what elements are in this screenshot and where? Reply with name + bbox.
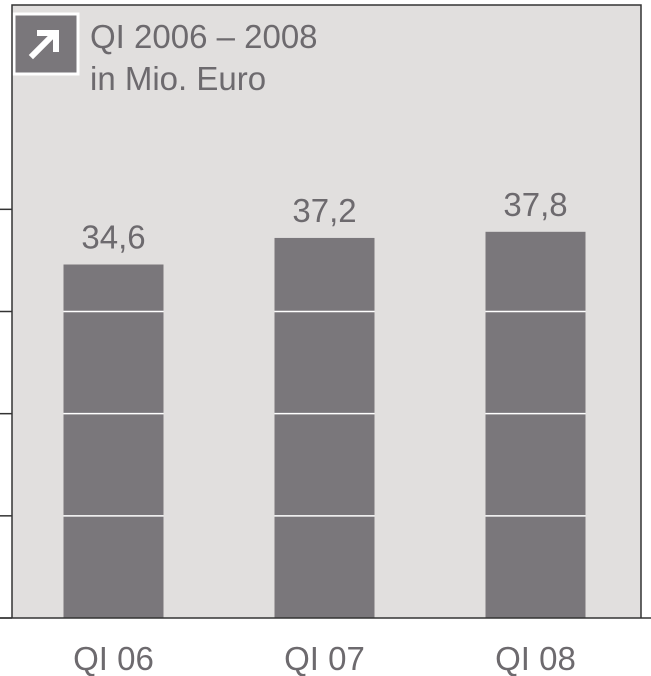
bar [274,237,375,618]
value-label: 34,6 [81,219,145,256]
x-tick-label: QI 08 [495,640,576,676]
x-tick-label: QI 07 [284,640,365,676]
bar [485,231,586,618]
bar [63,264,164,618]
icon [12,12,80,76]
plot-frame [11,4,642,618]
value-label: 37,2 [292,192,356,229]
chart-title: QI 2006 – 2008 [90,18,318,55]
value-label: 37,8 [503,186,567,223]
x-tick-label: QI 06 [73,640,154,676]
chart-subtitle: in Mio. Euro [90,60,266,97]
